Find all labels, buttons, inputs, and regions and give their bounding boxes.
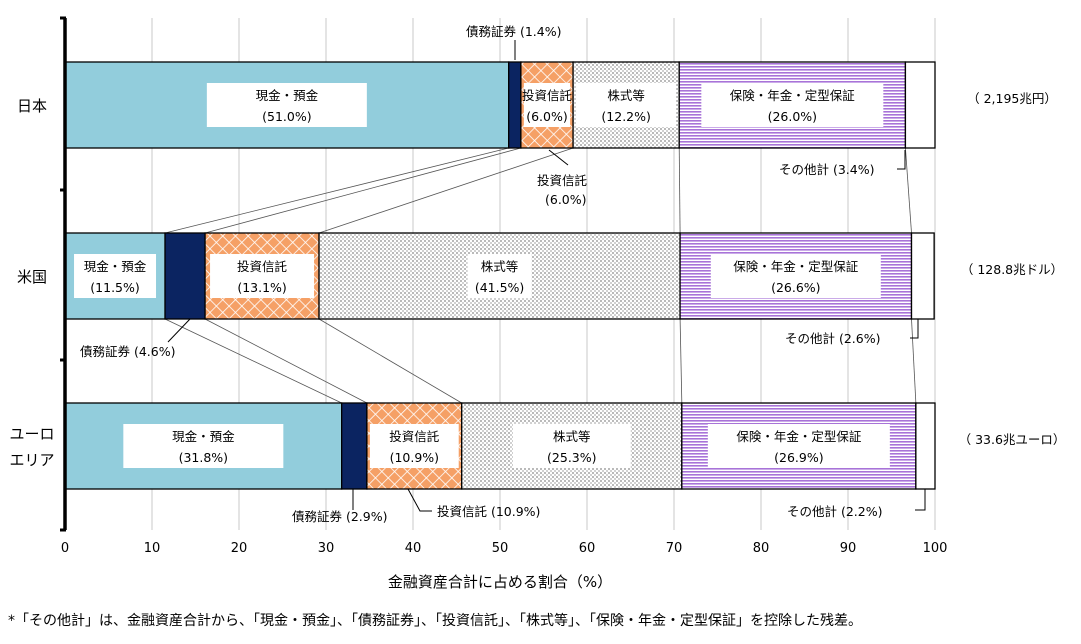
callout-euro-bonds: 債務証券 (2.9%) — [292, 509, 387, 524]
callouts: 債務証券 (1.4%) 投資信託 (6.0%) その他計 (3.4%) 債務証券… — [80, 24, 926, 524]
category-label: 米国 — [17, 268, 47, 286]
segment-value-label: (26.0%) — [768, 109, 817, 124]
label-box — [123, 424, 284, 468]
label-box — [710, 254, 881, 298]
segment-value-label: (10.9%) — [390, 450, 439, 465]
segment-value-label: (31.8%) — [179, 450, 228, 465]
x-tick-label: 80 — [753, 541, 770, 556]
segment-value-label: (26.6%) — [771, 280, 820, 295]
label-box — [206, 83, 367, 127]
connector-line — [318, 318, 462, 404]
x-tick-label: 100 — [923, 541, 948, 556]
bar-segment — [915, 402, 936, 490]
connector-line — [164, 318, 342, 404]
segment-name-label: 保険・年金・定型保証 — [733, 259, 859, 274]
bar-segment — [910, 232, 935, 320]
connector-line — [164, 147, 509, 234]
segment-name-label: 現金・預金 — [172, 429, 235, 444]
x-tick-label: 40 — [405, 541, 422, 556]
connector-line — [678, 147, 681, 234]
total-label: （ 2,195兆円） — [967, 91, 1057, 106]
segment-name-label: 株式等 — [553, 429, 591, 444]
segment-value-label: (12.2%) — [601, 109, 650, 124]
segment-name-label: 投資信託 — [237, 259, 288, 274]
callout-euro-other: その他計 (2.2%) — [787, 504, 882, 519]
callout-japan-other: その他計 (3.4%) — [779, 162, 874, 177]
label-box — [210, 254, 315, 298]
label-box — [701, 83, 884, 127]
total-label: （ 128.8兆ドル） — [961, 262, 1063, 277]
connector-line — [318, 147, 574, 234]
x-tick-label: 50 — [492, 541, 509, 556]
bars — [64, 61, 936, 490]
x-tick-label: 30 — [318, 541, 335, 556]
bar-segment — [508, 61, 522, 149]
segment-value-label: (41.5%) — [475, 280, 524, 295]
label-box — [467, 254, 532, 298]
connector-line — [204, 318, 368, 404]
callout-japan-bonds: 債務証券 (1.4%) — [466, 24, 561, 39]
callout-japan-trust: 投資信託 — [537, 173, 588, 188]
label-box — [74, 254, 157, 298]
connector-line — [911, 318, 917, 404]
x-tick-label: 60 — [579, 541, 596, 556]
label-box — [512, 424, 631, 468]
connector-line — [204, 147, 521, 234]
segment-name-label: 株式等 — [481, 259, 519, 274]
callout-us-other: その他計 (2.6%) — [785, 331, 880, 346]
segment-name-label: 現金・預金 — [84, 259, 147, 274]
labels: 0 10 20 30 40 50 60 70 80 90 100 日本 （ 2,195兆円） 米国 （ 12… — [9, 83, 1065, 556]
x-tick-label: 20 — [231, 541, 248, 556]
bar-segment — [904, 61, 936, 149]
total-label: （ 33.6兆ユーロ） — [959, 432, 1066, 447]
x-tick-label: 90 — [840, 541, 857, 556]
callout-euro-trust: 投資信託 (10.9%) — [437, 504, 540, 519]
segment-name-label: 株式等 — [607, 88, 645, 103]
segment-name-label: 現金・預金 — [256, 88, 319, 103]
x-axis-label: 金融資産合計に占める割合（%） — [388, 573, 612, 591]
connector-lines — [164, 147, 917, 404]
segment-name-label: 投資信託 — [522, 88, 573, 103]
segment-value-label: (11.5%) — [90, 280, 139, 295]
label-box — [523, 83, 571, 127]
footnote: *「その他計」は、金融資産合計から、「現金・預金」、「債務証券」、「投資信託」、… — [8, 613, 862, 629]
segment-value-label: (26.9%) — [774, 450, 823, 465]
x-tick-label: 70 — [666, 541, 683, 556]
axes — [60, 16, 67, 532]
segment-value-label: (51.0%) — [262, 109, 311, 124]
connector-line — [679, 318, 683, 404]
category-label: ユーロ — [9, 425, 54, 443]
label-box — [576, 83, 677, 127]
bar-segment — [164, 232, 206, 320]
segment-name-label: 保険・年金・定型保証 — [730, 88, 856, 103]
segment-value-label: (6.0%) — [526, 109, 568, 124]
category-label: エリア — [9, 451, 54, 469]
label-box — [369, 424, 459, 468]
segment-value-label: (13.1%) — [237, 280, 286, 295]
connector-line — [905, 147, 912, 234]
segment-value-label: (25.3%) — [547, 450, 596, 465]
category-label: 日本 — [17, 97, 47, 115]
segment-name-label: 投資信託 — [389, 429, 440, 444]
segment-name-label: 保険・年金・定型保証 — [736, 429, 862, 444]
x-tick-label: 0 — [61, 541, 69, 556]
bar-segment — [341, 402, 368, 490]
x-tick-label: 10 — [144, 541, 161, 556]
callout-japan-trust-pct: (6.0%) — [545, 192, 587, 207]
label-box — [707, 424, 890, 468]
callout-us-bonds: 債務証券 (4.6%) — [80, 344, 175, 359]
